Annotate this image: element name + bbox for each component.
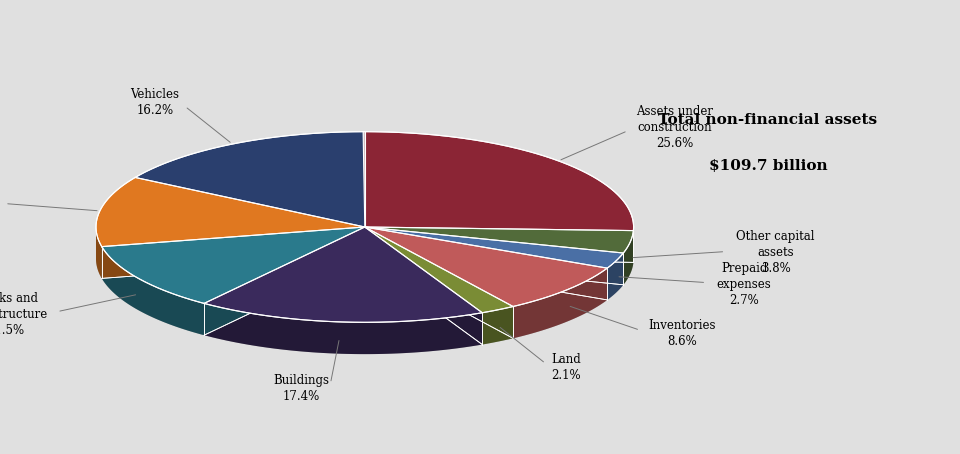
Polygon shape: [365, 227, 513, 313]
Polygon shape: [482, 306, 513, 345]
Text: Assets under
construction
25.6%: Assets under construction 25.6%: [636, 105, 713, 150]
Polygon shape: [365, 227, 608, 300]
Polygon shape: [102, 227, 365, 278]
Polygon shape: [204, 303, 482, 354]
Polygon shape: [608, 253, 623, 300]
Polygon shape: [365, 227, 608, 300]
Text: Works and
infrastructure
11.5%: Works and infrastructure 11.5%: [0, 292, 48, 337]
Polygon shape: [96, 227, 102, 278]
Polygon shape: [623, 231, 634, 285]
Polygon shape: [365, 227, 513, 338]
Text: Inventories
8.6%: Inventories 8.6%: [649, 319, 716, 348]
Polygon shape: [365, 227, 608, 306]
Polygon shape: [365, 227, 482, 345]
Polygon shape: [365, 227, 634, 262]
Polygon shape: [204, 227, 365, 335]
Polygon shape: [102, 227, 365, 278]
Polygon shape: [365, 227, 623, 285]
Text: Prepaid
expenses
2.7%: Prepaid expenses 2.7%: [717, 262, 772, 307]
Text: Buildings
17.4%: Buildings 17.4%: [274, 374, 329, 403]
Text: Vehicles
16.2%: Vehicles 16.2%: [131, 88, 180, 117]
Polygon shape: [204, 227, 482, 322]
Polygon shape: [365, 227, 634, 253]
Text: $109.7 billion: $109.7 billion: [708, 159, 828, 173]
Polygon shape: [365, 227, 482, 345]
Polygon shape: [365, 227, 634, 262]
Polygon shape: [102, 227, 365, 303]
Text: Land
2.1%: Land 2.1%: [551, 353, 581, 382]
Text: Other capital
assets
3.8%: Other capital assets 3.8%: [736, 230, 815, 275]
Polygon shape: [204, 227, 365, 335]
Polygon shape: [135, 132, 365, 227]
Polygon shape: [365, 227, 513, 338]
Text: Total non-financial assets: Total non-financial assets: [659, 113, 877, 127]
Polygon shape: [102, 247, 204, 335]
Polygon shape: [513, 268, 608, 338]
Polygon shape: [365, 227, 623, 268]
Polygon shape: [96, 178, 365, 247]
Polygon shape: [365, 227, 623, 285]
Polygon shape: [96, 227, 634, 354]
Polygon shape: [365, 132, 634, 231]
